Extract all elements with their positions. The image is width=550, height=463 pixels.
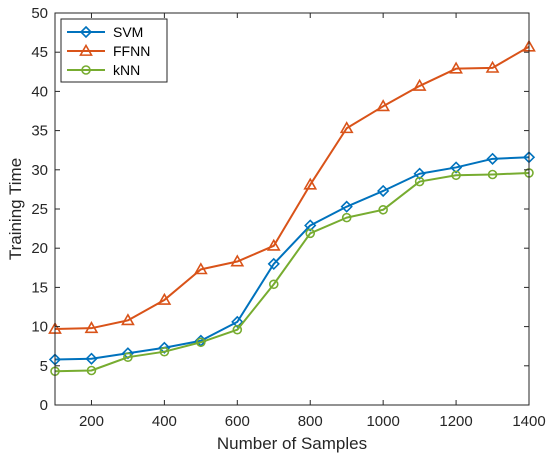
y-tick-label: 0 xyxy=(40,397,48,414)
y-tick-label: 15 xyxy=(31,279,48,296)
data-point-ffnn xyxy=(303,177,318,190)
data-point-svm xyxy=(377,184,390,198)
data-point-ffnn xyxy=(157,292,172,305)
data-point-ffnn xyxy=(84,321,99,334)
axes-layer: 200 400 600 800 1000 1200 1400 0 5 10 15 20 25 30 35 40… xyxy=(31,5,545,430)
legend-marker-knn xyxy=(81,65,91,75)
data-point-svm xyxy=(486,152,499,165)
data-point-ffnn xyxy=(449,61,463,74)
series-line-ffnn xyxy=(54,45,530,330)
y-tick-label: 35 xyxy=(31,123,48,140)
legend-item-knn: kNN xyxy=(67,62,140,78)
data-point-ffnn xyxy=(485,60,500,73)
series-layer xyxy=(48,39,536,377)
data-point-knn xyxy=(123,352,133,362)
data-point-knn xyxy=(86,365,97,376)
legend: SVM FFNN kNN xyxy=(60,18,168,83)
x-tick-label: 200 xyxy=(79,413,104,430)
data-point-knn xyxy=(341,212,352,223)
data-point-knn xyxy=(451,170,461,181)
data-point-knn xyxy=(305,228,316,239)
y-tick-label: 30 xyxy=(31,162,48,179)
x-tick-label: 1400 xyxy=(512,413,545,430)
legend-marker-ffnn xyxy=(79,43,93,56)
data-point-ffnn xyxy=(339,121,354,134)
data-point-ffnn xyxy=(230,254,245,267)
legend-label-knn: kNN xyxy=(113,62,140,78)
x-tick-label: 600 xyxy=(225,413,250,430)
series-line-knn xyxy=(54,171,530,373)
data-point-knn xyxy=(196,337,206,348)
y-tick-label: 50 xyxy=(31,5,48,22)
data-point-svm xyxy=(267,257,280,271)
data-point-ffnn xyxy=(193,262,208,275)
data-point-knn xyxy=(487,169,498,180)
data-point-knn xyxy=(232,324,243,335)
data-point-ffnn xyxy=(121,313,135,326)
series-line-svm xyxy=(54,156,530,361)
data-point-knn xyxy=(268,279,279,290)
data-point-svm xyxy=(340,200,353,213)
y-tick-label: 10 xyxy=(31,319,48,336)
data-point-svm xyxy=(158,341,171,354)
data-point-knn xyxy=(414,176,425,187)
x-tick-label: 1200 xyxy=(439,413,472,430)
y-tick-label: 25 xyxy=(31,201,48,218)
y-tick-label: 45 xyxy=(31,44,48,61)
legend-label-svm: SVM xyxy=(113,24,143,40)
data-point-ffnn xyxy=(412,78,427,91)
data-point-knn xyxy=(159,346,170,357)
x-tick-label: 1000 xyxy=(366,413,399,430)
x-axis-label: Number of Samples xyxy=(217,434,367,453)
data-point-ffnn xyxy=(376,99,391,112)
y-tick-label: 5 xyxy=(40,358,48,375)
legend-item-ffnn: FFNN xyxy=(67,43,150,59)
legend-item-svm: SVM xyxy=(67,24,143,40)
y-axis-label: Training Time xyxy=(6,158,25,260)
y-tick-label: 20 xyxy=(31,240,48,257)
legend-marker-svm xyxy=(79,25,93,39)
legend-label-ffnn: FFNN xyxy=(113,43,150,59)
data-point-svm xyxy=(121,347,135,360)
data-point-svm xyxy=(413,167,426,180)
data-point-svm xyxy=(85,352,98,365)
data-point-ffnn xyxy=(266,238,281,251)
series-ffnn xyxy=(48,39,536,334)
x-tick-label: 800 xyxy=(298,413,323,430)
data-point-knn xyxy=(378,204,388,215)
data-point-svm xyxy=(449,161,463,174)
data-point-svm xyxy=(231,315,244,329)
x-tick-label: 400 xyxy=(152,413,177,430)
data-point-svm xyxy=(304,219,317,232)
y-tick-label: 40 xyxy=(31,83,48,100)
